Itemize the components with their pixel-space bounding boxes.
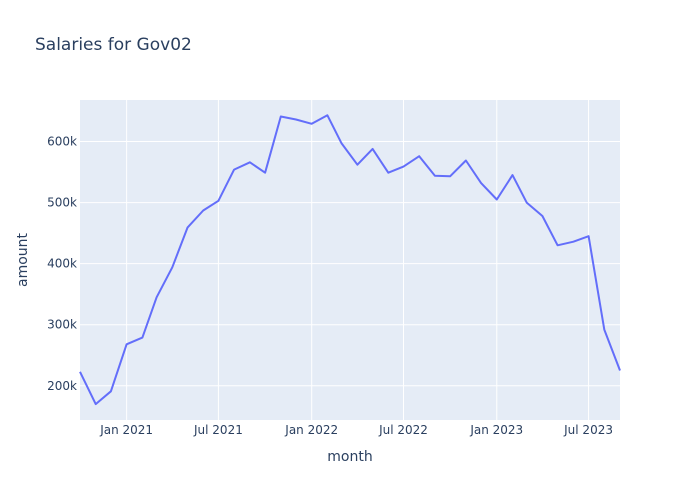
y-tick-label: 600k bbox=[47, 135, 77, 149]
x-tick-label: Jul 2023 bbox=[563, 423, 613, 437]
x-tick-label: Jan 2021 bbox=[99, 423, 153, 437]
chart-title: Salaries for Gov02 bbox=[35, 35, 192, 55]
x-tick-label: Jan 2023 bbox=[469, 423, 523, 437]
y-tick-label: 200k bbox=[47, 379, 77, 393]
y-axis-label: amount bbox=[15, 232, 31, 287]
series-layer bbox=[79, 114, 621, 406]
x-tick-labels: Jan 2021 Jul 2021 Jan 2022 Jul 2022 Jan 2023… bbox=[99, 423, 613, 437]
y-tick-label: 300k bbox=[47, 318, 77, 332]
x-axis-label: month bbox=[327, 449, 372, 465]
y-tick-label: 400k bbox=[47, 257, 77, 271]
y-gridlines bbox=[80, 141, 620, 387]
x-tick-label: Jul 2021 bbox=[193, 423, 243, 437]
x-gridlines bbox=[126, 100, 590, 420]
plot-background bbox=[80, 100, 620, 420]
series-line bbox=[79, 114, 621, 406]
x-tick-label: Jan 2022 bbox=[284, 423, 338, 437]
y-tick-labels: 200k 300k 400k 500k 600k bbox=[47, 135, 77, 393]
x-tick-label: Jul 2022 bbox=[378, 423, 428, 437]
y-tick-label: 500k bbox=[47, 196, 77, 210]
